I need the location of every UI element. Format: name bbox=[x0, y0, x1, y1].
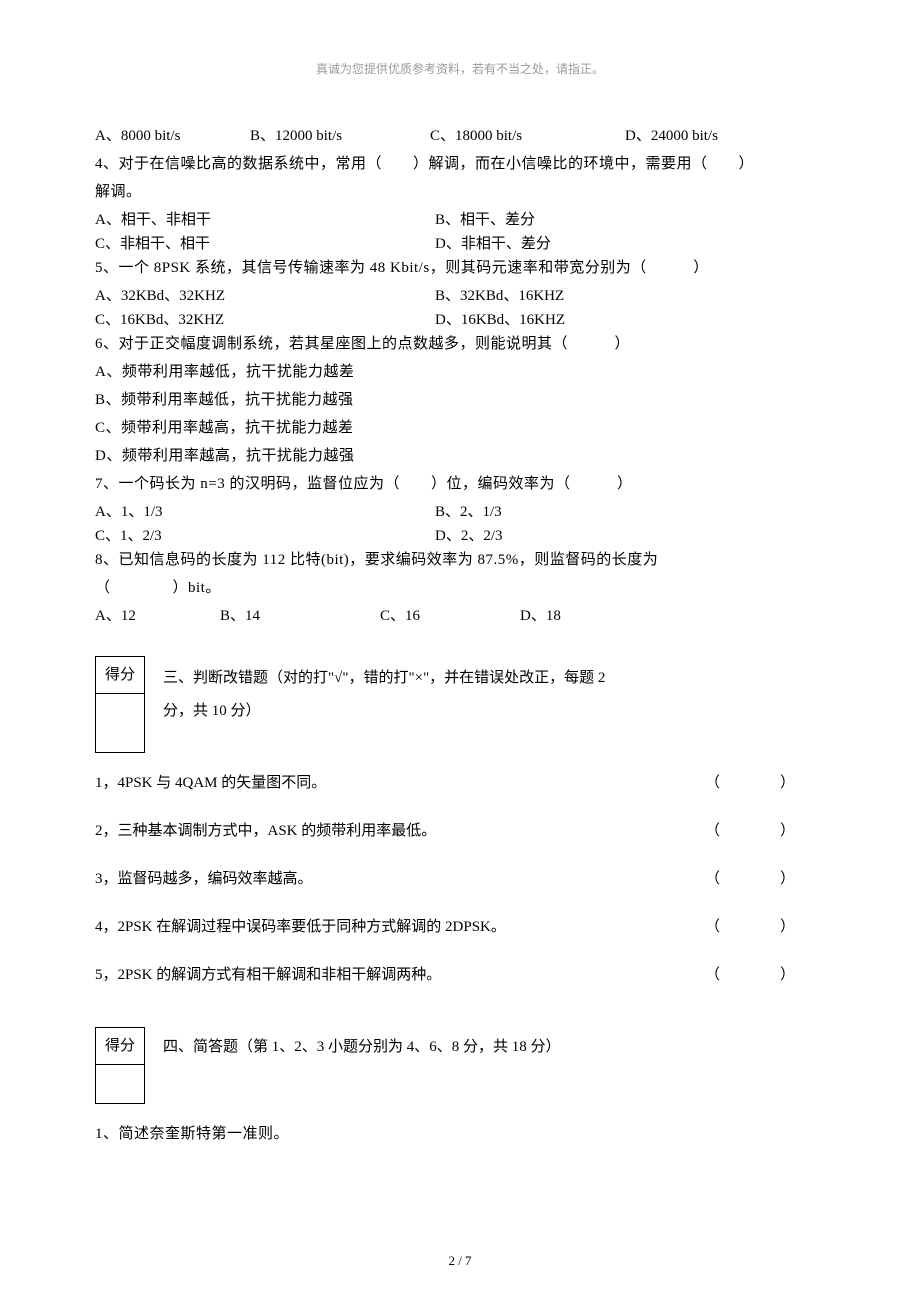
tf-q4-blank: （ ） bbox=[705, 915, 825, 939]
q4-row2: C、非相干、相干 D、非相干、差分 bbox=[95, 232, 825, 256]
q7-row1: A、1、1/3 B、2、1/3 bbox=[95, 500, 825, 524]
q8-opt-b: B、14 bbox=[220, 604, 380, 628]
score-box-3: 得分 bbox=[95, 656, 145, 753]
q7-opt-a: A、1、1/3 bbox=[95, 500, 435, 524]
q7-opt-c: C、1、2/3 bbox=[95, 524, 435, 548]
tf-q5-blank: （ ） bbox=[705, 963, 825, 987]
q8-opt-d: D、18 bbox=[520, 604, 561, 628]
q7-stem: 7、一个码长为 n=3 的汉明码，监督位应为（ ）位，编码效率为（ ） bbox=[95, 472, 825, 496]
saq1: 1、简述奈奎斯特第一准则。 bbox=[95, 1122, 825, 1146]
score-box-4: 得分 bbox=[95, 1027, 145, 1104]
tf-q2-blank: （ ） bbox=[705, 819, 825, 843]
tf-q1: 1，4PSK 与 4QAM 的矢量图不同。 （ ） bbox=[95, 771, 825, 795]
q5-opt-d: D、16KBd、16KHZ bbox=[435, 308, 825, 332]
section4-title: 四、简答题（第 1、2、3 小题分别为 4、6、8 分，共 18 分） bbox=[163, 1027, 561, 1059]
q4-stem: 4、对于在信噪比高的数据系统中，常用（ ）解调，而在小信噪比的环境中，需要用（ … bbox=[95, 152, 825, 176]
q3-opt-b: B、12000 bit/s bbox=[250, 124, 430, 148]
q5-opt-a: A、32KBd、32KHZ bbox=[95, 284, 435, 308]
q3-opt-d: D、24000 bit/s bbox=[625, 124, 718, 148]
q6-opt-a: A、频带利用率越低，抗干扰能力越差 bbox=[95, 360, 825, 384]
tf-q4-text: 4，2PSK 在解调过程中误码率要低于同种方式解调的 2DPSK。 bbox=[95, 915, 705, 939]
tf-q2: 2，三种基本调制方式中，ASK 的频带利用率最低。 （ ） bbox=[95, 819, 825, 843]
q4-row1: A、相干、非相干 B、相干、差分 bbox=[95, 208, 825, 232]
q5-row1: A、32KBd、32KHZ B、32KBd、16KHZ bbox=[95, 284, 825, 308]
q8-opt-c: C、16 bbox=[380, 604, 520, 628]
score-label-3: 得分 bbox=[96, 657, 144, 694]
tf-q3: 3，监督码越多，编码效率越高。 （ ） bbox=[95, 867, 825, 891]
q5-row2: C、16KBd、32KHZ D、16KBd、16KHZ bbox=[95, 308, 825, 332]
tf-q5-text: 5，2PSK 的解调方式有相干解调和非相干解调两种。 bbox=[95, 963, 705, 987]
q4-opt-c: C、非相干、相干 bbox=[95, 232, 435, 256]
tf-q3-blank: （ ） bbox=[705, 867, 825, 891]
q8-opt-a: A、12 bbox=[95, 604, 220, 628]
q6-opt-c: C、频带利用率越高，抗干扰能力越差 bbox=[95, 416, 825, 440]
q8-stem2: （ ）bit。 bbox=[95, 576, 825, 600]
tf-q5: 5，2PSK 的解调方式有相干解调和非相干解调两种。 （ ） bbox=[95, 963, 825, 987]
section3-title: 三、判断改错题（对的打"√"，错的打"×"，并在错误处改正，每题 2 分，共 1… bbox=[163, 656, 605, 728]
tf-q3-text: 3，监督码越多，编码效率越高。 bbox=[95, 867, 705, 891]
score-blank-4 bbox=[96, 1065, 144, 1103]
tf-q1-blank: （ ） bbox=[705, 771, 825, 795]
score-blank-3 bbox=[96, 694, 144, 752]
score-label-4: 得分 bbox=[96, 1028, 144, 1065]
q3-opt-a: A、8000 bit/s bbox=[95, 124, 250, 148]
q6-opt-b: B、频带利用率越低，抗干扰能力越强 bbox=[95, 388, 825, 412]
q6-stem: 6、对于正交幅度调制系统，若其星座图上的点数越多，则能说明其（ ） bbox=[95, 332, 825, 356]
q4-opt-d: D、非相干、差分 bbox=[435, 232, 825, 256]
q4-opt-b: B、相干、差分 bbox=[435, 208, 825, 232]
q6-opt-d: D、频带利用率越高，抗干扰能力越强 bbox=[95, 444, 825, 468]
q7-opt-d: D、2、2/3 bbox=[435, 524, 825, 548]
q5-opt-b: B、32KBd、16KHZ bbox=[435, 284, 825, 308]
q3-opt-c: C、18000 bit/s bbox=[430, 124, 625, 148]
tf-q1-text: 1，4PSK 与 4QAM 的矢量图不同。 bbox=[95, 771, 705, 795]
q5-opt-c: C、16KBd、32KHZ bbox=[95, 308, 435, 332]
q4-stem2: 解调。 bbox=[95, 180, 825, 204]
page-number: 2 / 7 bbox=[0, 1251, 920, 1272]
q3-options: A、8000 bit/s B、12000 bit/s C、18000 bit/s… bbox=[95, 124, 825, 148]
section3-title-line2: 分，共 10 分） bbox=[163, 695, 605, 728]
q8-options: A、12 B、14 C、16 D、18 bbox=[95, 604, 825, 628]
q4-opt-a: A、相干、非相干 bbox=[95, 208, 435, 232]
section3-header: 得分 三、判断改错题（对的打"√"，错的打"×"，并在错误处改正，每题 2 分，… bbox=[95, 656, 825, 753]
tf-q2-text: 2，三种基本调制方式中，ASK 的频带利用率最低。 bbox=[95, 819, 705, 843]
header-note: 真诚为您提供优质参考资料，若有不当之处，请指正。 bbox=[95, 60, 825, 79]
section3-title-line1: 三、判断改错题（对的打"√"，错的打"×"，并在错误处改正，每题 2 bbox=[163, 662, 605, 695]
q5-stem: 5、一个 8PSK 系统，其信号传输速率为 48 Kbit/s，则其码元速率和带… bbox=[95, 256, 825, 280]
tf-q4: 4，2PSK 在解调过程中误码率要低于同种方式解调的 2DPSK。 （ ） bbox=[95, 915, 825, 939]
q7-row2: C、1、2/3 D、2、2/3 bbox=[95, 524, 825, 548]
q8-stem1: 8、已知信息码的长度为 112 比特(bit)，要求编码效率为 87.5%，则监… bbox=[95, 548, 825, 572]
section4-header: 得分 四、简答题（第 1、2、3 小题分别为 4、6、8 分，共 18 分） bbox=[95, 1027, 825, 1104]
q7-opt-b: B、2、1/3 bbox=[435, 500, 825, 524]
